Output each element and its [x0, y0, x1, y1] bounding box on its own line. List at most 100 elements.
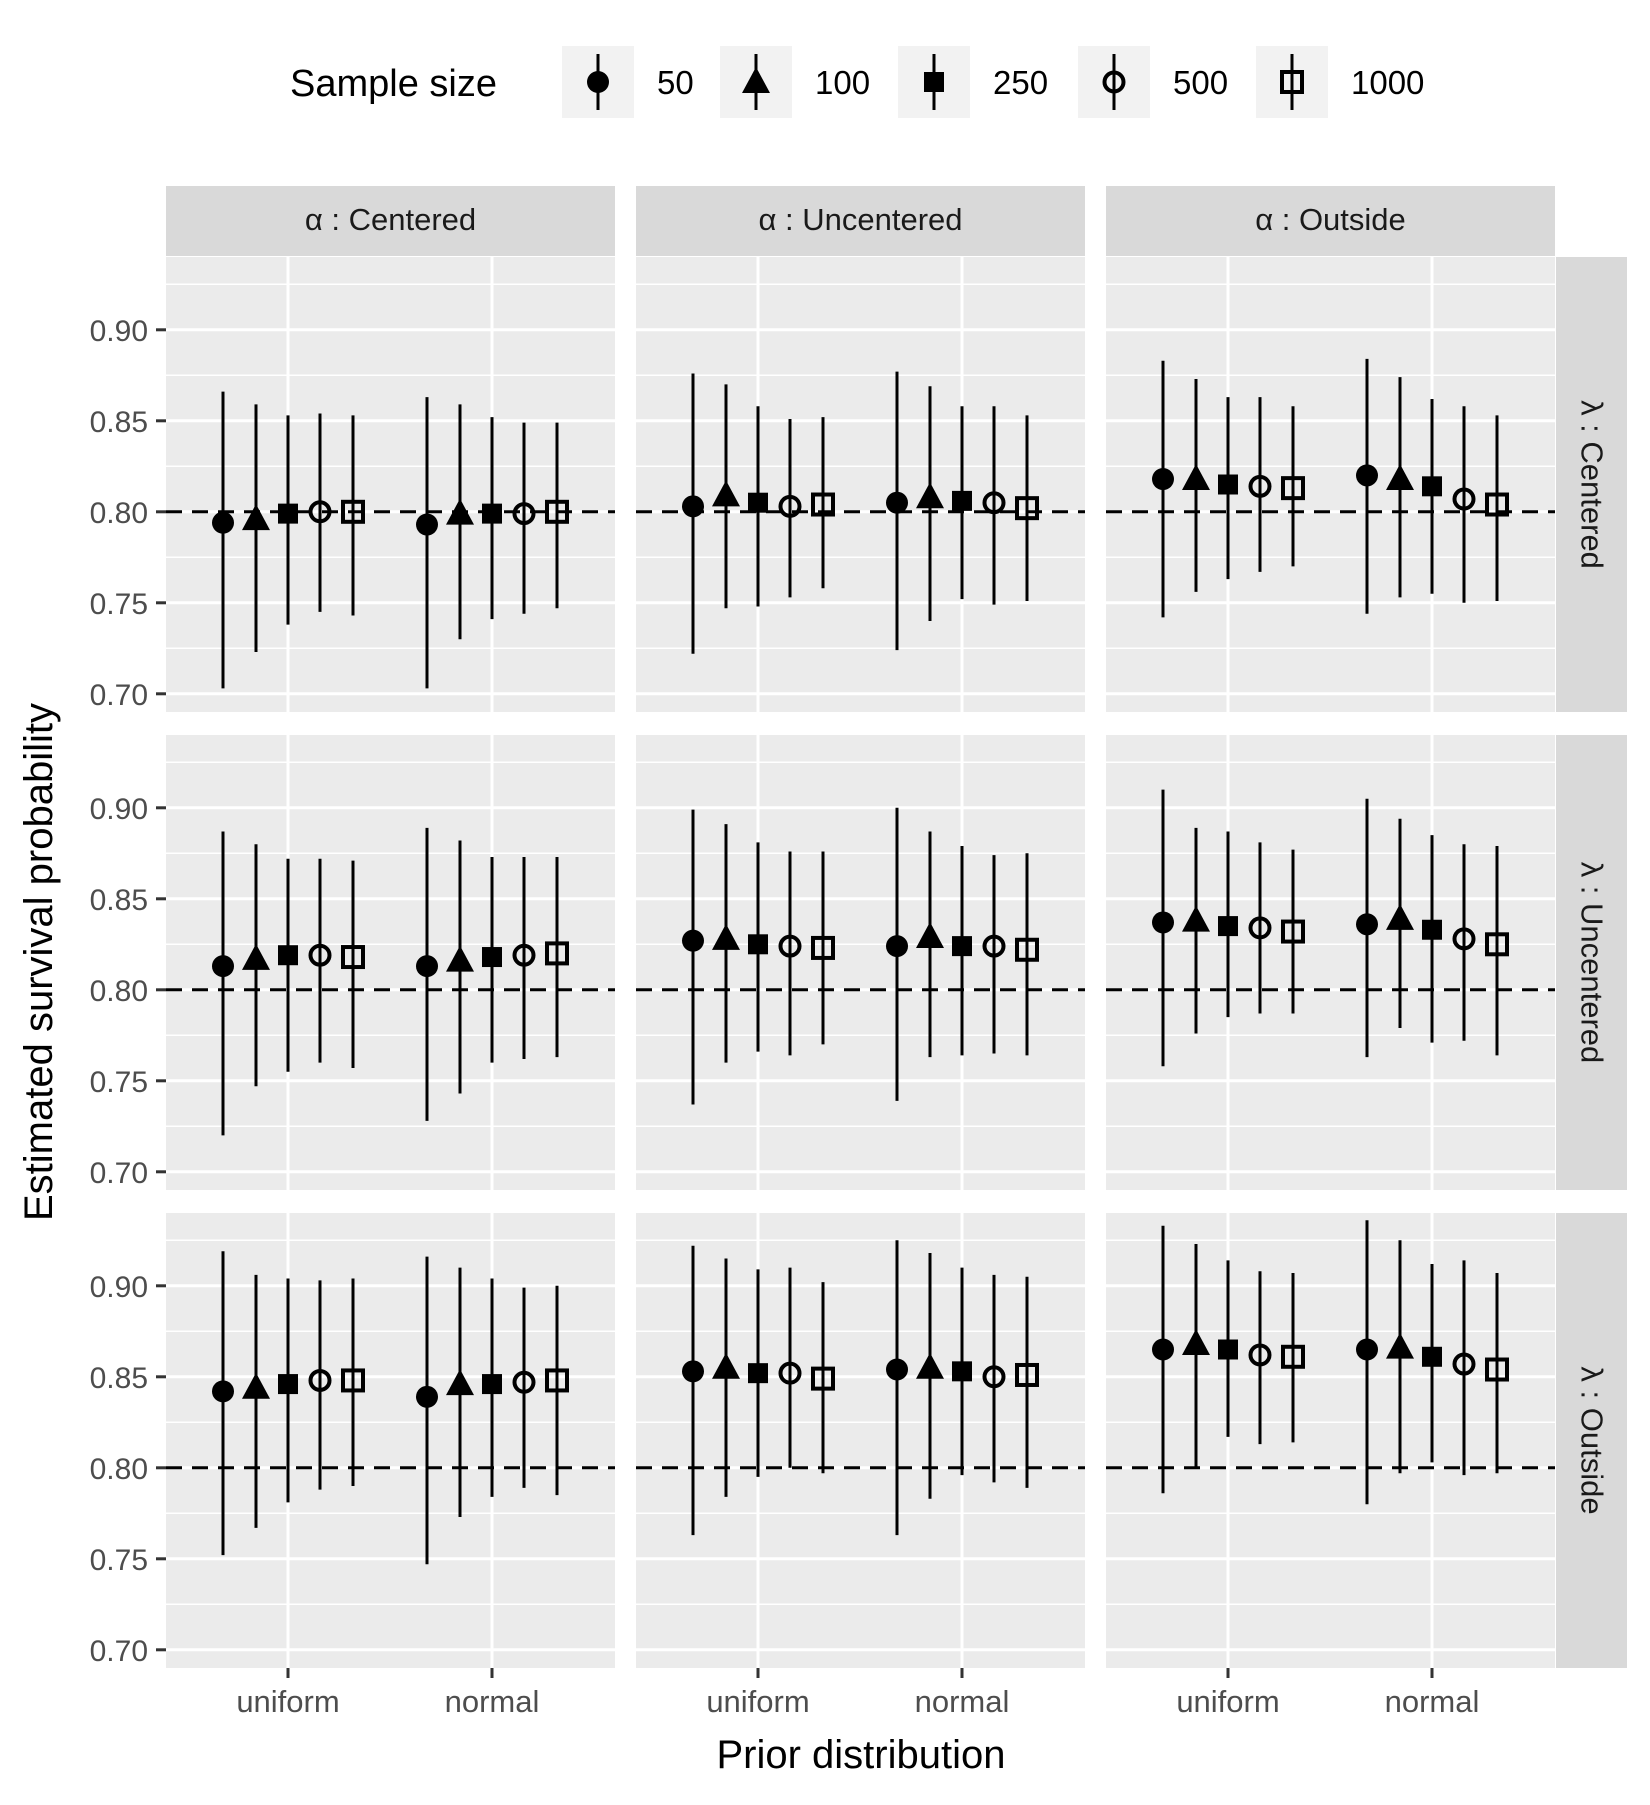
panel-r1-c1 [636, 735, 1085, 1190]
panel-r1-c2 [1106, 735, 1555, 1190]
panel-r1-c0 [166, 735, 615, 1190]
y-tick-label: 0.80 [90, 497, 148, 530]
x-tick-label-normal: normal [915, 1684, 1010, 1719]
panel-r0-c2 [1106, 257, 1555, 712]
point-uniform-50 [1152, 468, 1174, 491]
point-normal-250 [952, 490, 972, 511]
x-tick-label-uniform: uniform [706, 1684, 809, 1719]
y-tick-label: 0.90 [90, 793, 148, 826]
point-normal-1000 [1015, 937, 1039, 962]
point-uniform-1000 [811, 1366, 835, 1391]
point-uniform-500 [308, 1368, 332, 1392]
y-tick-label: 0.80 [90, 975, 148, 1008]
point-normal-50 [1356, 464, 1378, 487]
point-uniform-250 [1218, 474, 1238, 495]
point-uniform-100 [712, 480, 740, 507]
legend-marker-1000 [1280, 70, 1304, 94]
point-uniform-1000 [341, 945, 365, 970]
point-normal-50 [1356, 1338, 1378, 1361]
point-normal-500 [512, 502, 536, 526]
point-normal-250 [482, 1374, 502, 1395]
x-tick-label-uniform: uniform [1176, 1684, 1279, 1719]
col-strip-2: α : Outside [1106, 186, 1555, 256]
point-uniform-1000 [811, 492, 835, 517]
point-normal-1000 [545, 941, 569, 966]
panel-r2-c2 [1106, 1213, 1555, 1668]
point-normal-100 [1386, 464, 1414, 491]
point-uniform-100 [1182, 1329, 1210, 1356]
panel-r2-c0 [166, 1213, 615, 1668]
col-strip-1: α : Uncentered [636, 186, 1085, 256]
row-strip-0: λ : Centered [1556, 257, 1627, 712]
point-normal-50 [886, 491, 908, 514]
point-uniform-100 [242, 504, 270, 531]
y-tick-label: 0.90 [90, 315, 148, 348]
row-strip-bg-1 [1556, 735, 1627, 1190]
point-uniform-50 [682, 1360, 704, 1383]
y-axis-title: Estimated survival probability [17, 703, 61, 1221]
point-uniform-500 [308, 943, 332, 967]
point-uniform-250 [278, 945, 298, 966]
legend-label-50: 50 [657, 64, 694, 101]
row-strip-label-0: λ : Centered [1575, 400, 1610, 569]
col-strip-0: α : Centered [166, 186, 615, 256]
point-normal-500 [512, 943, 536, 967]
y-tick-label: 0.85 [90, 1362, 148, 1395]
point-normal-1000 [1485, 932, 1509, 957]
point-normal-250 [952, 936, 972, 957]
point-normal-500 [512, 1370, 536, 1394]
legend-marker-100 [742, 67, 770, 93]
legend-label-1000: 1000 [1351, 64, 1424, 101]
point-normal-100 [1386, 1332, 1414, 1359]
point-uniform-500 [308, 500, 332, 524]
point-uniform-50 [682, 929, 704, 952]
legend-marker-50 [587, 71, 609, 93]
point-uniform-1000 [341, 1368, 365, 1393]
point-normal-100 [446, 498, 474, 525]
point-uniform-250 [278, 1374, 298, 1395]
point-uniform-500 [778, 1361, 802, 1385]
point-uniform-100 [242, 943, 270, 970]
point-uniform-250 [278, 503, 298, 524]
point-normal-500 [1452, 487, 1476, 511]
point-uniform-1000 [1281, 1344, 1305, 1369]
point-normal-250 [1422, 476, 1442, 497]
panel-bg-r0-c0 [166, 257, 615, 712]
point-uniform-50 [212, 511, 234, 534]
point-normal-50 [1356, 913, 1378, 936]
point-normal-50 [416, 1385, 438, 1408]
point-uniform-1000 [1281, 919, 1305, 944]
panel-r2-c1 [636, 1213, 1085, 1668]
col-strip-bg-1 [636, 186, 1085, 256]
panel-bg-r0-c1 [636, 257, 1085, 712]
point-normal-50 [886, 935, 908, 958]
point-uniform-500 [1248, 916, 1272, 940]
point-normal-100 [916, 482, 944, 509]
point-uniform-1000 [811, 935, 835, 960]
point-uniform-250 [1218, 916, 1238, 937]
y-tick-label: 0.75 [90, 1544, 148, 1577]
point-uniform-100 [1182, 464, 1210, 491]
col-strip-bg-0 [166, 186, 615, 256]
point-normal-1000 [1015, 496, 1039, 521]
point-uniform-250 [748, 492, 768, 513]
point-normal-50 [886, 1358, 908, 1381]
panel-r0-c1 [636, 257, 1085, 712]
legend-label-500: 500 [1173, 64, 1228, 101]
panel-bg-r2-c2 [1106, 1213, 1555, 1668]
point-normal-500 [1452, 927, 1476, 951]
row-strip-2: λ : Outside [1556, 1213, 1627, 1668]
x-tick-label-uniform: uniform [236, 1684, 339, 1719]
row-strip-label-1: λ : Uncentered [1575, 862, 1610, 1064]
point-normal-50 [416, 955, 438, 978]
y-tick-label: 0.85 [90, 406, 148, 439]
row-strip-bg-0 [1556, 257, 1627, 712]
point-normal-500 [1452, 1352, 1476, 1376]
legend-title: Sample size [290, 63, 497, 105]
point-uniform-1000 [341, 499, 365, 524]
point-normal-250 [1422, 1346, 1442, 1367]
col-strip-label-1: α : Uncentered [758, 202, 962, 237]
point-normal-1000 [1015, 1362, 1039, 1387]
panel-r0-c0 [166, 257, 615, 712]
